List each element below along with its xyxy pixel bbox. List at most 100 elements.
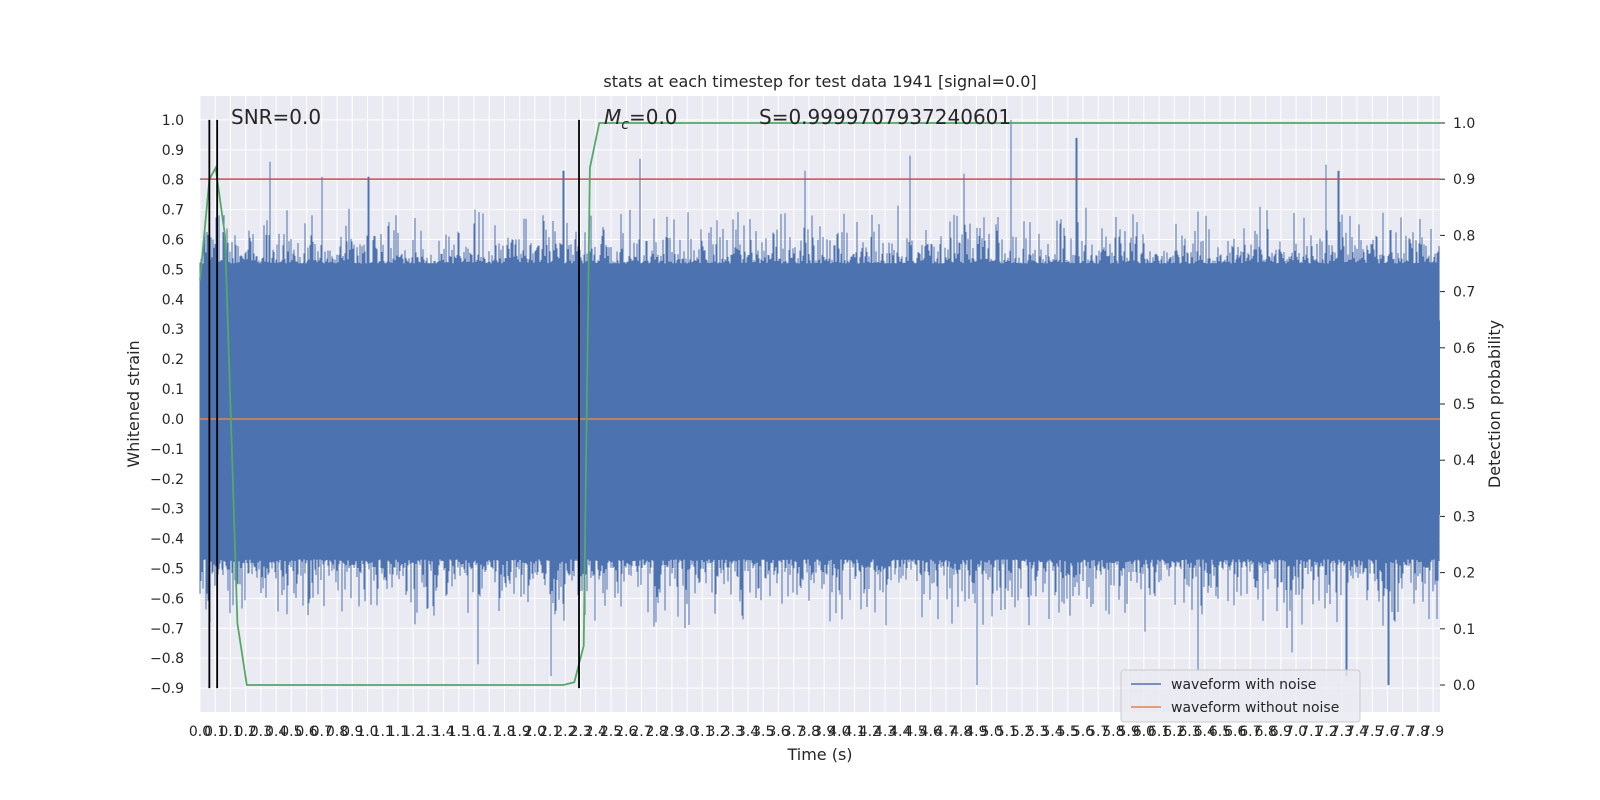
x-tick-label: 1.6 — [463, 724, 485, 740]
x-tick-label: 4.7 — [935, 724, 957, 740]
noise-trace — [199, 119, 1440, 686]
x-tick-label: 2.8 — [646, 724, 668, 740]
mc-symbol: M — [604, 105, 621, 129]
y2-tick-label: 0.5 — [1453, 397, 1475, 413]
y-tick-label: −0.7 — [150, 621, 184, 637]
snr-annotation: SNR=0.0 — [231, 105, 321, 129]
x-tick-label: 0.1 — [219, 724, 241, 740]
y-tick-label: −0.9 — [150, 681, 184, 697]
x-tick-label: 0.5 — [280, 724, 302, 740]
legend: waveform with noise waveform without noi… — [1120, 669, 1361, 723]
x-tick-label: 5.1 — [996, 724, 1018, 740]
x-tick-label: 5.8 — [1102, 724, 1124, 740]
x-tick-label: 5.6 — [1072, 724, 1094, 740]
x-tick-label: 2.1 — [539, 724, 561, 740]
y-tick-label: −0.1 — [150, 442, 184, 458]
mc-subscript: c — [621, 117, 629, 133]
x-tick-label: 6.9 — [1270, 724, 1292, 740]
x-tick-label: 5.5 — [1057, 724, 1079, 740]
mc-value: =0.0 — [629, 105, 678, 129]
x-tick-label: 1.2 — [402, 724, 424, 740]
x-tick-label: 5.7 — [1087, 724, 1109, 740]
x-tick-label: 4.9 — [965, 724, 987, 740]
x-tick-label: 5.0 — [980, 724, 1002, 740]
y2-tick-label: 0.2 — [1453, 566, 1475, 582]
x-tick-label: 3.1 — [691, 724, 713, 740]
y-axis-label: Whitened strain — [124, 340, 143, 467]
x-tick-label: 0.9 — [341, 724, 363, 740]
y2-tick-label: 0.8 — [1453, 228, 1475, 244]
x-tick-label: 2.6 — [615, 724, 637, 740]
y-tick-label: 0.1 — [162, 382, 184, 398]
x-tick-label: 4.6 — [920, 724, 942, 740]
x-tick-label: 0.6 — [295, 724, 317, 740]
x-tick-label: 7.9 — [1422, 724, 1444, 740]
x-tick-label: 4.4 — [889, 724, 911, 740]
y-tick-label: 0.2 — [162, 352, 184, 368]
x-tick-label: 7.4 — [1346, 724, 1368, 740]
y2-tick-label: 0.1 — [1453, 622, 1475, 638]
legend-box — [1120, 669, 1361, 723]
x-tick-label: 1.5 — [448, 724, 470, 740]
x-tick-label: 0.3 — [250, 724, 272, 740]
x-tick-label: 4.3 — [874, 724, 896, 740]
x-tick-label: 0.8 — [326, 724, 348, 740]
x-tick-label: 6.5 — [1209, 724, 1231, 740]
x-tick-label: 3.6 — [767, 724, 789, 740]
x-tick-label: 2.9 — [661, 724, 683, 740]
y2-axis-label: Detection probability — [1485, 320, 1504, 488]
x-tick-label: 7.1 — [1300, 724, 1322, 740]
x-tick-label: 3.8 — [798, 724, 820, 740]
x-tick-label: 0.0 — [189, 724, 211, 740]
x-tick-label: 2.5 — [600, 724, 622, 740]
x-tick-label: 1.1 — [372, 724, 394, 740]
y-tick-label: 0.9 — [162, 143, 184, 159]
y-tick-label: 0.7 — [162, 203, 184, 219]
y-tick-label: 1.0 — [162, 113, 184, 129]
y-tick-label: −0.4 — [150, 532, 184, 548]
waveform-with-noise-series — [199, 119, 1440, 686]
x-tick-label: 1.4 — [432, 724, 454, 740]
x-tick-label: 3.7 — [783, 724, 805, 740]
x-tick-label: 2.3 — [569, 724, 591, 740]
x-tick-label: 2.7 — [630, 724, 652, 740]
x-tick-label: 6.2 — [1163, 724, 1185, 740]
legend-label-clean: waveform without noise — [1171, 700, 1339, 716]
x-tick-label: 2.0 — [524, 724, 546, 740]
y-tick-label: −0.8 — [150, 651, 184, 667]
x-tick-label: 7.2 — [1315, 724, 1337, 740]
y-tick-label: −0.6 — [150, 591, 184, 607]
x-tick-label: 0.7 — [311, 724, 333, 740]
x-tick-label: 1.8 — [493, 724, 515, 740]
x-tick-label: 6.4 — [1194, 724, 1216, 740]
x-tick-label: 6.0 — [1133, 724, 1155, 740]
x-tick-label: 2.2 — [554, 724, 576, 740]
x-tick-label: 0.4 — [265, 724, 287, 740]
x-tick-label: 6.3 — [1178, 724, 1200, 740]
x-axis-label: Time (s) — [786, 745, 852, 764]
y-tick-label: 0.0 — [162, 412, 184, 428]
x-tick-label: 4.0 — [828, 724, 850, 740]
y2-tick-label: 0.0 — [1453, 678, 1475, 694]
y-tick-label: −0.2 — [150, 472, 184, 488]
y2-tick-label: 0.6 — [1453, 341, 1475, 357]
y2-tick-label: 0.3 — [1453, 509, 1475, 525]
chart-title: stats at each timestep for test data 194… — [603, 72, 1036, 91]
legend-label-noise: waveform with noise — [1171, 677, 1316, 693]
x-tick-label: 5.4 — [1041, 724, 1063, 740]
y-tick-label: −0.3 — [150, 502, 184, 518]
y2-tick-label: 0.7 — [1453, 285, 1475, 301]
x-tick-label: 6.1 — [1148, 724, 1170, 740]
y-tick-label: 0.4 — [162, 292, 184, 308]
x-tick-label: 3.3 — [722, 724, 744, 740]
y2-tick-label: 0.4 — [1453, 453, 1475, 469]
x-tick-label: 7.5 — [1361, 724, 1383, 740]
x-tick-label: 0.1 — [204, 724, 226, 740]
x-tick-label: 6.7 — [1239, 724, 1261, 740]
x-tick-label: 7.0 — [1285, 724, 1307, 740]
x-tick-label: 2.4 — [585, 724, 607, 740]
detection-probability-line — [199, 122, 1440, 686]
x-tick-label: 3.9 — [813, 724, 835, 740]
y-tick-label: −0.5 — [150, 561, 184, 577]
x-tick-label: 3.0 — [676, 724, 698, 740]
